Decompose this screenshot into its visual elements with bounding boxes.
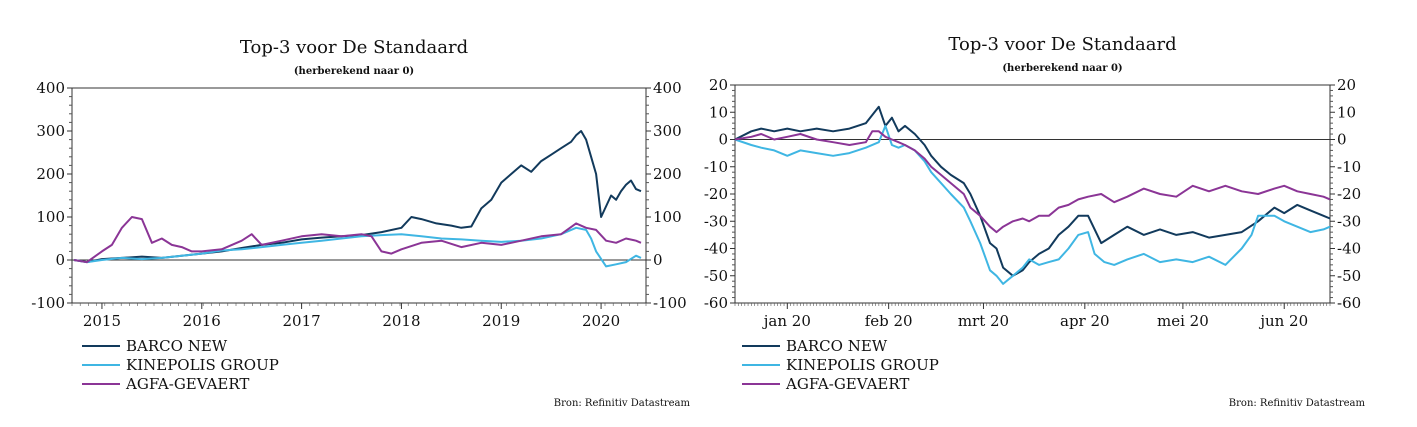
legend-item-barco: BARCO NEW (742, 336, 939, 355)
legend-item-agfa: AGFA-GEVAERT (742, 374, 939, 393)
y-tick-label-left: 200 (36, 165, 65, 183)
y-tick-label-right: 400 (653, 79, 682, 97)
legend-swatch-kinepolis (82, 363, 120, 366)
x-tick-label: jan 20 (762, 312, 811, 330)
legend-right: BARCO NEW KINEPOLIS GROUP AGFA-GEVAERT (742, 336, 939, 393)
plot-frame (734, 84, 1331, 304)
legend-left: BARCO NEW KINEPOLIS GROUP AGFA-GEVAERT (82, 336, 279, 393)
source-note: Bron: Refinitiv Datastream (553, 398, 690, 409)
y-tick-label-left: 400 (36, 79, 65, 97)
legend-item-kinepolis: KINEPOLIS GROUP (742, 355, 939, 374)
x-tick-label: jun 20 (1258, 312, 1308, 330)
y-tick-label-left: 0 (718, 131, 728, 149)
y-tick-label-left: -30 (704, 212, 728, 230)
y-tick-label-left: 100 (36, 208, 65, 226)
legend-label-barco: BARCO NEW (126, 336, 228, 355)
y-tick-label-right: -40 (1337, 240, 1361, 258)
y-tick-label-left: 20 (709, 76, 728, 94)
x-tick-label: apr 20 (1060, 312, 1110, 330)
series-line-kinepolis-group (734, 124, 1331, 285)
y-tick-label-right: 0 (1337, 131, 1347, 149)
series-line-agfa-gevaert (734, 130, 1331, 234)
line-chart-right: -60 -60 -50 -50 -40 -40 -30 -30 -20 -20 -10 -10 0 0 10… (704, 76, 1361, 330)
y-tick-label-right: -100 (653, 294, 687, 312)
legend-swatch-kinepolis (742, 363, 780, 366)
y-tick-label-right: -60 (1337, 294, 1361, 312)
series-line-agfa-gevaert (73, 216, 642, 264)
y-tick-label-right: -30 (1337, 212, 1361, 230)
x-tick-label: mrt 20 (958, 312, 1009, 330)
legend-item-barco: BARCO NEW (82, 336, 279, 355)
x-tick-label: mei 20 (1157, 312, 1209, 330)
x-tick-label: 2015 (83, 312, 121, 330)
chart-panel-right: Top-3 voor De Standaard (herberekend naa… (704, 0, 1417, 427)
series-line-barco-new (73, 130, 642, 264)
y-tick-label-right: -10 (1337, 158, 1361, 176)
x-tick-label: 2016 (183, 312, 221, 330)
chart-title: Top-3 voor De Standaard (239, 37, 469, 58)
chart-panel-left: Top-3 voor De Standaard (herberekend naa… (0, 0, 708, 427)
plot-frame (71, 87, 647, 304)
y-tick-label-right: 300 (653, 122, 682, 140)
legend-label-agfa: AGFA-GEVAERT (786, 374, 910, 393)
legend-swatch-barco (82, 344, 120, 347)
legend-swatch-agfa (742, 382, 780, 385)
chart-subtitle: (herberekend naar 0) (293, 66, 415, 77)
y-tick-label-left: -20 (704, 185, 728, 203)
y-tick-label-left: 0 (55, 251, 65, 269)
chart-subtitle: (herberekend naar 0) (1002, 63, 1123, 74)
y-tick-label-left: -60 (704, 294, 728, 312)
y-tick-label-left: -40 (704, 240, 728, 258)
y-tick-label-right: -50 (1337, 267, 1361, 285)
x-tick-label: 2019 (482, 312, 520, 330)
series-line-kinepolis-group (73, 226, 642, 268)
y-tick-label-left: -50 (704, 267, 728, 285)
x-tick-label: 2020 (582, 312, 620, 330)
source-note: Bron: Refinitiv Datastream (1228, 398, 1365, 409)
legend-label-kinepolis: KINEPOLIS GROUP (126, 355, 279, 374)
legend-label-barco: BARCO NEW (786, 336, 888, 355)
chart-title: Top-3 voor De Standaard (948, 34, 1177, 55)
y-tick-label-left: -100 (31, 294, 65, 312)
series-line-barco-new (734, 105, 1331, 277)
y-tick-label-left: 10 (709, 103, 728, 121)
legend-item-agfa: AGFA-GEVAERT (82, 374, 279, 393)
x-tick-label: 2017 (283, 312, 321, 330)
legend-label-kinepolis: KINEPOLIS GROUP (786, 355, 939, 374)
y-tick-label-left: 300 (36, 122, 65, 140)
y-tick-label-left: -10 (704, 158, 728, 176)
y-tick-label-right: 20 (1337, 76, 1356, 94)
line-chart-left: -100 -100 0 0 100 100 200 200 300 300 400 400 2015 20… (31, 79, 687, 330)
legend-label-agfa: AGFA-GEVAERT (126, 374, 250, 393)
y-tick-label-right: 100 (653, 208, 682, 226)
x-tick-label: 2018 (382, 312, 420, 330)
y-tick-label-right: 200 (653, 165, 682, 183)
legend-swatch-barco (742, 344, 780, 347)
y-tick-label-right: -20 (1337, 185, 1361, 203)
x-tick-label: feb 20 (865, 312, 913, 330)
y-tick-label-right: 0 (653, 251, 663, 269)
legend-swatch-agfa (82, 382, 120, 385)
y-tick-label-right: 10 (1337, 103, 1356, 121)
legend-item-kinepolis: KINEPOLIS GROUP (82, 355, 279, 374)
